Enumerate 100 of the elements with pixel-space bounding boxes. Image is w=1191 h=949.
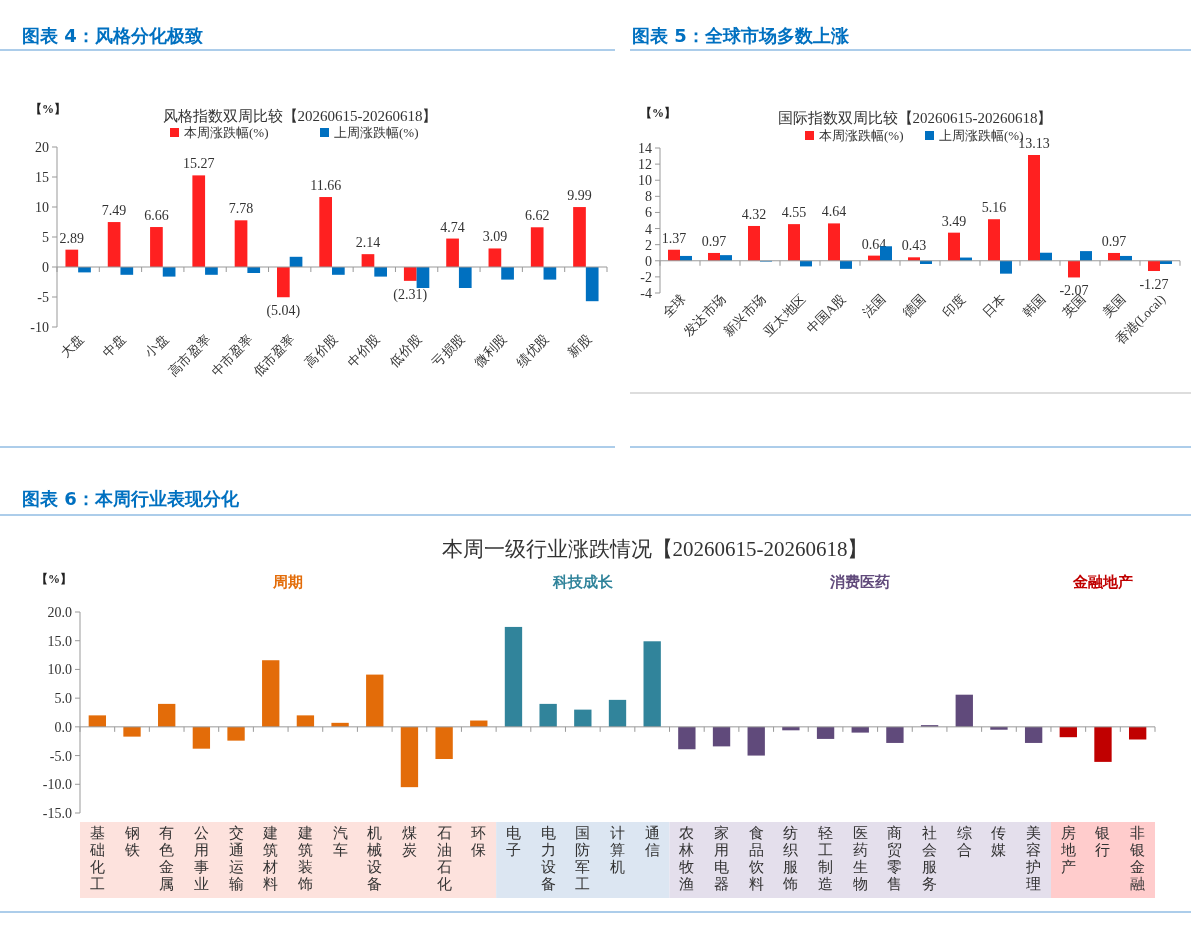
data-label: 0.97 (1101, 233, 1127, 249)
y-tick-label: -2 (640, 269, 652, 285)
data-label: 6.62 (524, 208, 550, 224)
x-tick-label: 建筑材料 (262, 825, 279, 892)
x-tick-label: 电力设备 (540, 825, 556, 892)
x-tick-label: 韩国 (1019, 291, 1049, 321)
x-tick-label: 煤炭 (401, 825, 417, 858)
y-tick-label: -5 (37, 290, 49, 305)
x-tick-label: 法国 (859, 291, 889, 321)
x-tick-label: 印度 (939, 291, 969, 321)
x-tick-label: 全球 (659, 291, 689, 321)
y-tick-label: 20 (35, 140, 49, 155)
y-tick-label: 4 (645, 221, 652, 237)
data-label: 6.66 (144, 208, 169, 224)
data-label: 2.14 (355, 235, 381, 251)
data-label: 15.27 (182, 156, 215, 172)
y-axis-title: 【%】 (30, 102, 66, 116)
chart-title: 图表 4：风格分化极致 (22, 25, 203, 46)
data-label: 0.64 (861, 236, 887, 252)
x-tick-label: 公用事业 (193, 825, 209, 892)
chart-title: 图表 5：全球市场多数上涨 (632, 25, 850, 46)
y-tick-label: 12 (638, 157, 652, 173)
x-tick-label: 大盘 (57, 331, 87, 361)
x-tick-label: 汽车 (332, 825, 348, 858)
data-label: 3.09 (482, 229, 508, 245)
x-tick-label: 交通运输 (228, 825, 244, 892)
x-tick-label: 传媒 (991, 825, 1007, 858)
y-tick-label: 10 (35, 200, 49, 215)
y-tick-label: 10.0 (47, 662, 72, 678)
x-tick-label: 食品饮料 (747, 825, 764, 892)
x-tick-label: 国防军工 (575, 825, 591, 892)
x-tick-label: 低价股 (386, 331, 425, 370)
chart-subtitle: 风格指数双周比较【20260615-20260618】 (162, 108, 438, 124)
chart-title: 图表 6：本周行业表现分化 (22, 488, 240, 509)
y-tick-label: 20.0 (47, 605, 72, 620)
data-label: (5.04) (266, 303, 301, 320)
y-tick-label: 5.0 (54, 691, 72, 707)
data-label: 0.97 (701, 233, 727, 249)
x-tick-label: 通信 (644, 825, 660, 858)
data-label: 7.78 (228, 201, 254, 217)
x-tick-label: 电子 (505, 825, 521, 858)
y-tick-label: 5 (42, 230, 49, 245)
text: 消费医药 (829, 573, 891, 591)
x-tick-label: 机械设备 (367, 825, 383, 892)
x-tick-label: 建筑装饰 (296, 825, 313, 892)
data-label: 4.55 (781, 205, 807, 221)
data-label: 4.74 (440, 219, 465, 235)
y-tick-label: 14 (638, 141, 652, 156)
y-axis-title: 【%】 (640, 106, 676, 120)
y-tick-label: -15.0 (42, 806, 72, 821)
y-tick-label: 0 (645, 253, 652, 269)
x-tick-label: 家用电器 (714, 825, 730, 892)
y-tick-label: 6 (645, 205, 652, 221)
x-tick-label: 轻工制造 (818, 825, 834, 892)
x-tick-label: 农林牧渔 (678, 825, 695, 892)
data-label: 3.49 (941, 213, 967, 229)
x-tick-label: 银行 (1094, 825, 1111, 858)
y-tick-label: 2 (645, 237, 652, 253)
x-tick-label: 石油石化 (436, 825, 452, 892)
chart-subtitle: 本周一级行业涨跌情况【20260615-20260618】 (441, 537, 869, 561)
y-tick-label: 15.0 (47, 633, 72, 649)
data-label: -1.27 (1139, 277, 1169, 293)
y-tick-label: -4 (640, 286, 652, 301)
y-tick-label: 15 (35, 170, 49, 185)
data-label: 7.49 (101, 203, 127, 219)
legend-label: 本周涨跌幅(%) (184, 125, 269, 140)
y-tick-label: -5.0 (49, 748, 72, 764)
x-tick-label: 基础化工 (88, 825, 105, 892)
data-label: 0.43 (901, 238, 927, 254)
y-axis-title: 【%】 (36, 572, 72, 586)
x-tick-label: 新股 (564, 331, 594, 361)
y-tick-label: 10 (638, 173, 652, 189)
text: 金融地产 (1071, 573, 1133, 591)
x-tick-label: 医药生物 (852, 825, 868, 892)
x-tick-label: 中盘 (99, 331, 129, 361)
x-tick-label: 小盘 (141, 331, 171, 361)
x-tick-label: 中价股 (344, 331, 383, 370)
text: 周期 (272, 573, 304, 591)
y-tick-label: -10.0 (42, 777, 72, 793)
y-tick-label: 0 (42, 260, 49, 275)
x-tick-label: 微利股 (471, 331, 510, 370)
data-label: 11.66 (310, 178, 342, 194)
x-tick-label: 非银金融 (1129, 825, 1146, 892)
data-label: 1.37 (661, 230, 687, 246)
data-label: 2.89 (59, 230, 85, 246)
x-tick-label: 亏损股 (428, 331, 468, 370)
x-tick-label: 钢铁 (123, 825, 140, 858)
data-label: 5.16 (981, 200, 1007, 216)
x-tick-label: 美国 (1099, 291, 1129, 321)
x-tick-label: 商贸零售 (887, 825, 903, 892)
y-tick-label: 8 (645, 189, 652, 205)
x-tick-label: 房地产 (1059, 825, 1076, 875)
chart-subtitle: 国际指数双周比较【20260615-20260618】 (777, 110, 1053, 126)
x-tick-label: 美容护理 (1025, 825, 1042, 892)
x-tick-label: 高价股 (301, 331, 341, 370)
x-tick-label: 绩优股 (513, 331, 552, 370)
x-tick-label: 计算机 (610, 825, 625, 875)
x-tick-label: 日本 (979, 291, 1009, 321)
x-tick-label: 综合 (956, 825, 972, 858)
y-tick-label: -10 (30, 320, 49, 335)
